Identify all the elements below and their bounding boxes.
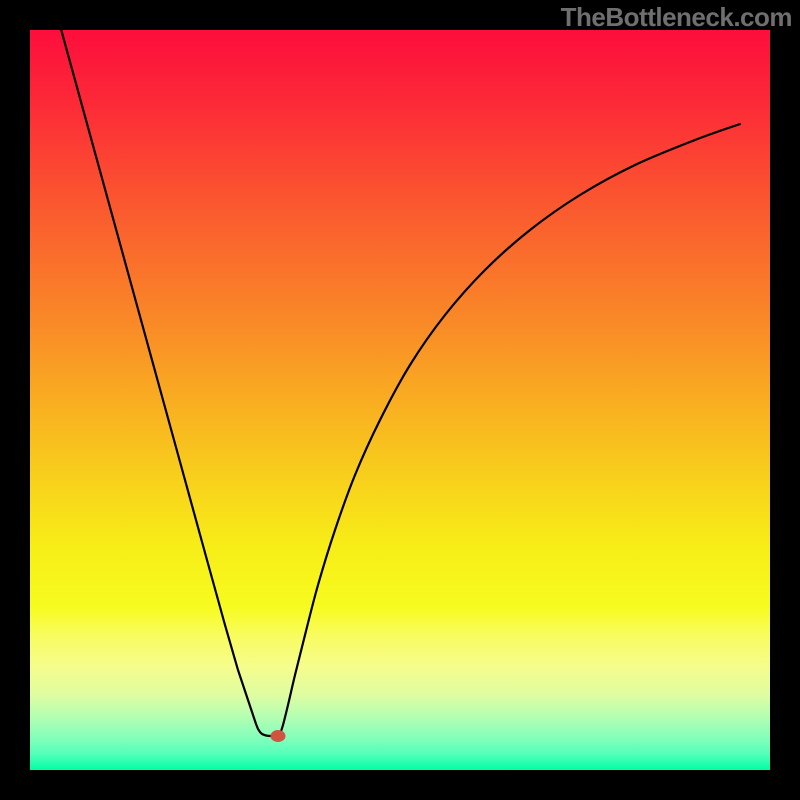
- watermark-text: TheBottleneck.com: [561, 2, 792, 33]
- curve-layer: [0, 0, 800, 800]
- curve-right-branch: [280, 124, 740, 734]
- chart-container: TheBottleneck.com: [0, 0, 800, 800]
- curve-left-branch: [53, 0, 262, 734]
- vertex-marker: [271, 731, 285, 742]
